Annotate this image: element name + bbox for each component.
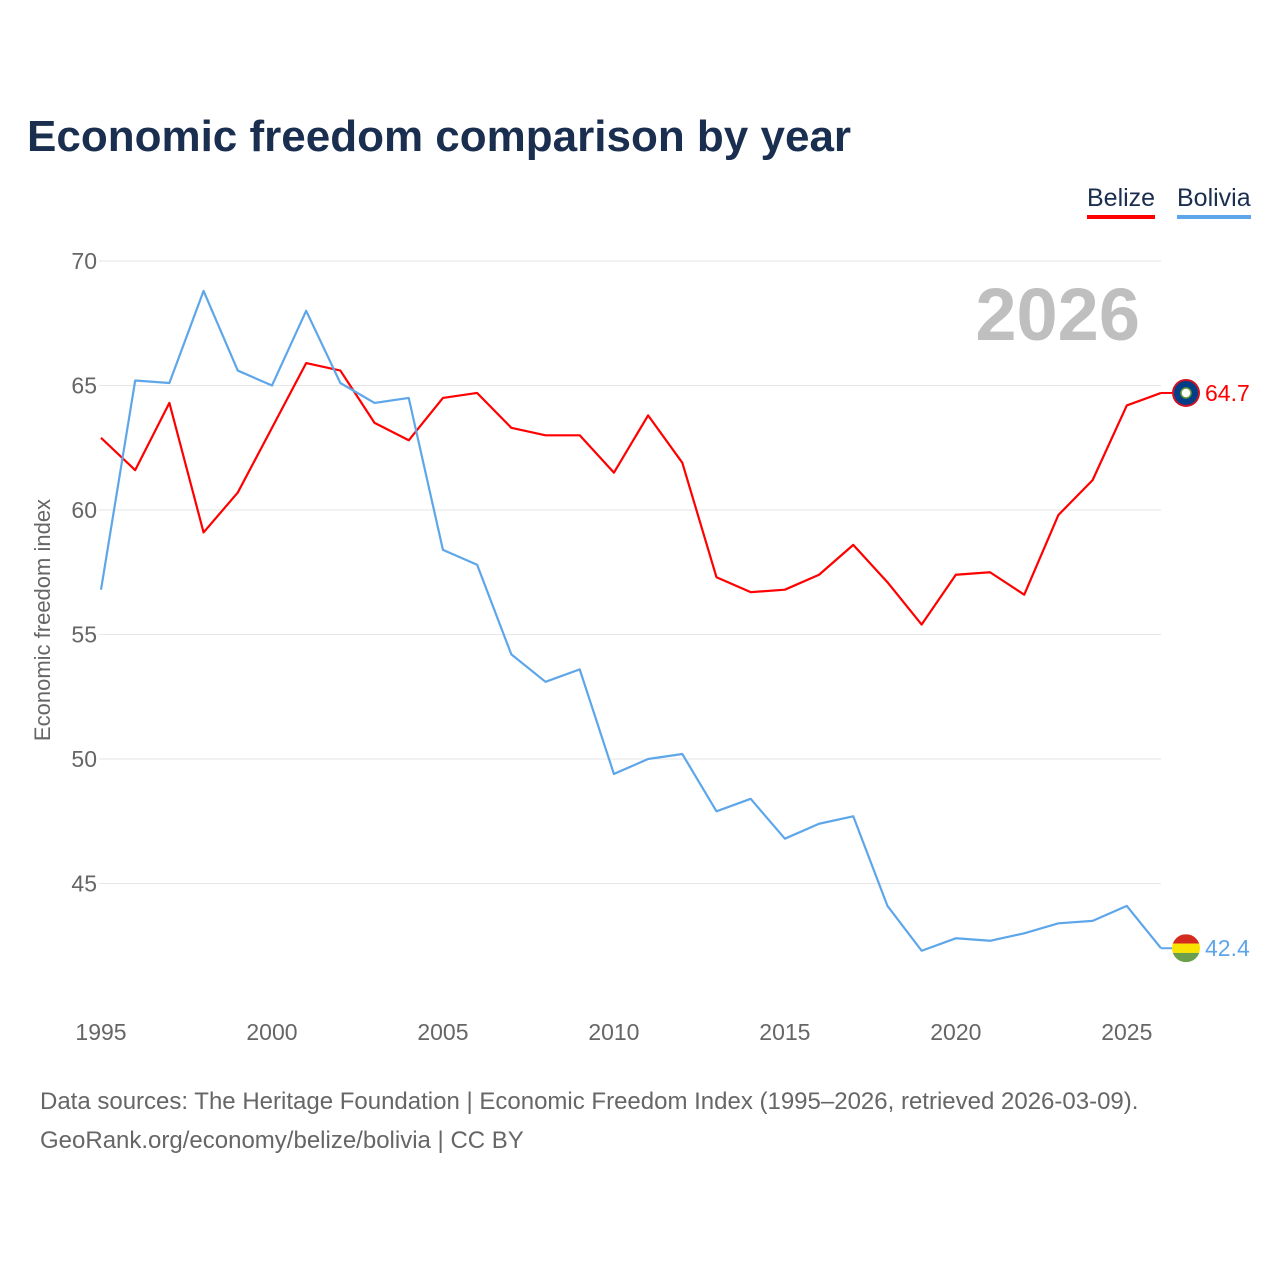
x-tick-label: 2025 [1101, 1019, 1152, 1045]
flag-stripe [1172, 943, 1200, 953]
flag-stripe [1172, 952, 1200, 963]
end-value-label-belize: 64.7 [1205, 380, 1250, 406]
x-tick-label: 2005 [417, 1019, 468, 1045]
y-tick-label: 55 [71, 622, 97, 648]
series-line-belize [100, 361, 1162, 626]
x-tick-label: 2020 [930, 1019, 981, 1045]
end-value-label-bolivia: 42.4 [1205, 935, 1250, 961]
flag-stripe [1172, 934, 1200, 944]
x-tick-label: 1995 [75, 1019, 126, 1045]
y-tick-label: 50 [71, 746, 97, 772]
chart-title: Economic freedom comparison by year [27, 112, 852, 161]
x-tick-label: 2015 [759, 1019, 810, 1045]
y-tick-label: 70 [71, 248, 97, 274]
series-line-bolivia [99, 289, 1162, 952]
y-tick-label: 45 [71, 871, 97, 897]
year-watermark: 2026 [975, 273, 1140, 356]
legend-belize[interactable]: Belize [1087, 184, 1156, 219]
y-tick-label: 65 [71, 373, 97, 399]
source-url: GeoRank.org/economy/belize/bolivia | CC … [40, 1127, 524, 1154]
y-tick-label: 60 [71, 497, 97, 523]
y-axis-label: Economic freedom index [30, 499, 55, 741]
flag-belize-emblem [1180, 387, 1192, 399]
source-line: Data sources: The Heritage Foundation | … [40, 1088, 1139, 1115]
x-tick-label: 2010 [588, 1019, 639, 1045]
legend-bolivia[interactable]: Bolivia [1177, 184, 1251, 219]
x-tick-label: 2000 [246, 1019, 297, 1045]
